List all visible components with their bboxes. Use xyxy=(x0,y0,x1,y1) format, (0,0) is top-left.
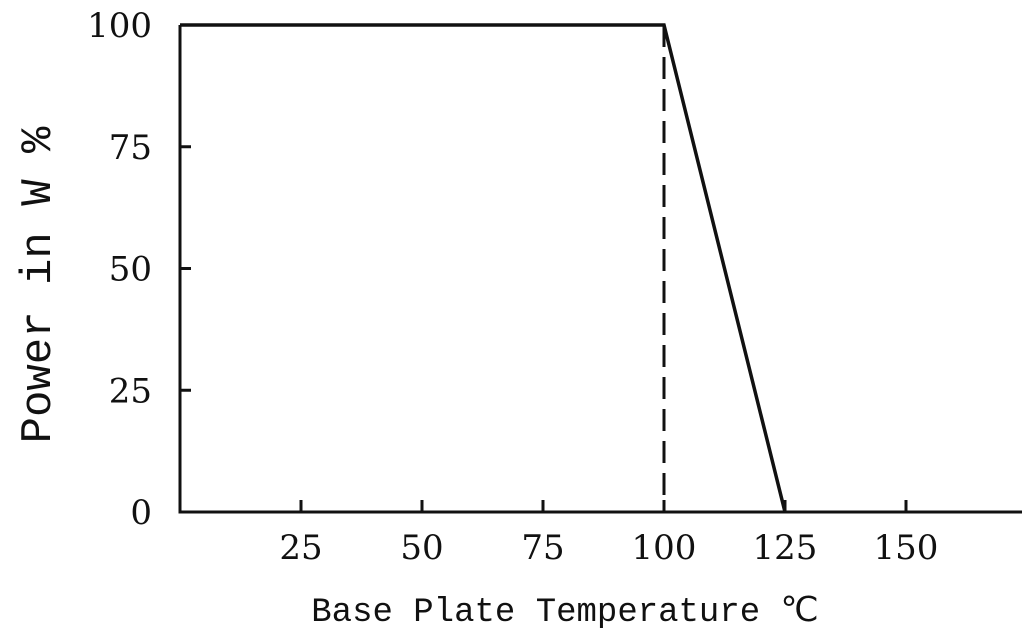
lines-layer xyxy=(180,23,787,513)
labels-layer: Base Plate Temperature ℃ Power in W % 0 2… xyxy=(14,6,938,630)
x-tick-label: 100 xyxy=(632,528,697,568)
y-axis-title: Power in W % xyxy=(14,126,64,443)
x-axis-title: Base Plate Temperature ℃ xyxy=(311,594,818,630)
y-tick-label: 0 xyxy=(130,493,152,533)
x-tick-label: 125 xyxy=(753,528,818,568)
axes-layer xyxy=(178,23,1022,514)
x-tick-label: 150 xyxy=(874,528,939,568)
y-tick-label: 75 xyxy=(109,128,152,168)
x-tick-label: 25 xyxy=(279,528,322,568)
y-tick-label: 100 xyxy=(87,6,152,46)
x-tick-label: 50 xyxy=(400,528,443,568)
derating-curve xyxy=(180,23,787,513)
x-tick-label: 75 xyxy=(521,528,564,568)
y-tick-label: 25 xyxy=(109,371,152,411)
y-tick-label: 50 xyxy=(109,250,152,290)
